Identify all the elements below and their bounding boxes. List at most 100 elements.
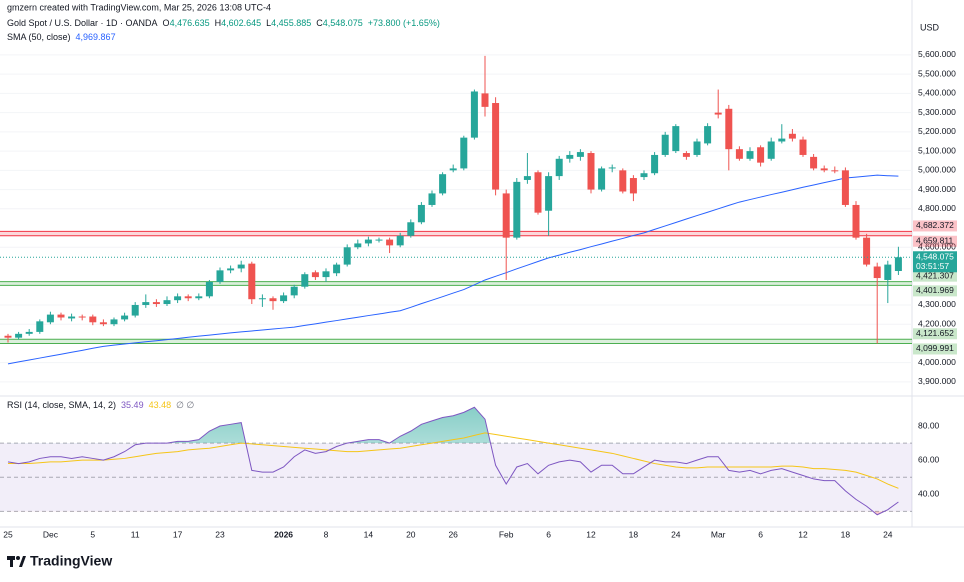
x-tick-label: 12	[586, 529, 596, 539]
level-label: 4,421.307	[916, 270, 954, 280]
candle-body	[481, 93, 489, 107]
sma-line	[7, 174, 899, 365]
y-tick-label: 4,200.000	[918, 318, 956, 328]
currency: USD	[920, 22, 940, 32]
x-tick-label: 2026	[274, 529, 293, 539]
candle-body	[301, 274, 309, 287]
candle-body	[152, 302, 160, 305]
candle-body	[311, 272, 319, 278]
candle-body	[640, 173, 648, 178]
candle-body	[386, 239, 394, 246]
candle-body	[714, 112, 722, 115]
x-tick-label: 17	[173, 529, 183, 539]
change: +73.800 (+1.65%)	[368, 18, 440, 28]
y-tick-label: 5,500.000	[918, 68, 956, 78]
x-tick-label: Dec	[43, 529, 59, 539]
level-zone	[0, 231, 912, 236]
candle-body	[672, 126, 680, 152]
candle-body	[545, 176, 553, 211]
level-zone	[0, 339, 912, 344]
x-tick-label: Mar	[711, 529, 726, 539]
x-tick-label: 6	[758, 529, 763, 539]
candle-body	[799, 139, 807, 155]
candle-body	[460, 137, 468, 169]
candle-body	[205, 281, 213, 297]
ohlc-key: C	[316, 18, 323, 28]
ohlc-key: O	[163, 18, 170, 28]
x-tick-label: 20	[406, 529, 416, 539]
level-label-box	[913, 285, 957, 297]
level-label-box	[913, 343, 957, 355]
level-label: 4,099.991	[916, 343, 954, 353]
candle-body	[25, 331, 33, 334]
x-tick-label: 18	[629, 529, 639, 539]
level-label-box	[913, 235, 957, 247]
level-label: 4,682.372	[916, 220, 954, 230]
candle-body	[163, 300, 171, 305]
candle-body	[184, 296, 192, 299]
candle-body	[99, 322, 107, 325]
candle-body	[884, 264, 892, 280]
symbol-title: Gold Spot / U.S. Dollar · 1D · OANDA	[7, 18, 158, 28]
candle-body	[746, 151, 754, 159]
rsi-tick-label: 40.00	[918, 489, 940, 499]
y-tick-label: 4,800.000	[918, 203, 956, 213]
level-label: 4,401.969	[916, 285, 954, 295]
rsi-sma-line	[8, 432, 899, 489]
main-pane	[0, 54, 912, 383]
y-tick-label: 5,000.000	[918, 165, 956, 175]
candle-body	[852, 204, 860, 238]
candle-body	[142, 302, 150, 305]
candle-body	[290, 286, 298, 296]
ohlc-value: 4,548.075	[323, 18, 363, 28]
rsi-overbought-fill	[8, 407, 899, 444]
x-tick-label: 11	[131, 529, 140, 539]
candle-body	[407, 222, 415, 236]
y-tick-label: 5,400.000	[918, 88, 956, 98]
x-tick-label: 26	[448, 529, 458, 539]
last-price-box	[913, 251, 957, 273]
y-tick-label: 5,100.000	[918, 145, 956, 155]
candle-body	[364, 239, 372, 244]
candle-body	[820, 168, 828, 171]
ohlc-key: H	[215, 18, 222, 28]
ohlc-value: 4,476.635	[170, 18, 210, 28]
level-zone	[0, 281, 912, 286]
legend-sma: SMA (50, close) 4,969.867	[7, 32, 116, 42]
level-label-box	[913, 220, 957, 232]
candle-body	[46, 314, 54, 323]
y-tick-label: 5,600.000	[918, 49, 956, 59]
candle-body	[333, 264, 341, 274]
candle-body	[375, 239, 383, 241]
candle-body	[4, 335, 12, 338]
x-tick-label: 14	[364, 529, 374, 539]
level-label-box	[913, 328, 957, 340]
candle-body	[36, 321, 44, 332]
candle-body	[534, 172, 542, 213]
x-tick-label: 24	[883, 529, 893, 539]
rsi-name: RSI (14, close, SMA, 14, 2)	[7, 400, 116, 410]
candle-body	[831, 170, 839, 172]
candle-body	[343, 247, 351, 265]
x-tick-label: 18	[841, 529, 851, 539]
candle-body	[863, 237, 871, 265]
candle-body	[566, 154, 574, 159]
x-tick-label: 5	[90, 529, 95, 539]
candle-body	[725, 108, 733, 150]
candle-body	[322, 271, 330, 278]
level-label: 4,659.811	[916, 236, 953, 246]
credit: gmzern created with TradingView.com, Mar…	[7, 2, 271, 12]
candle-body	[354, 243, 362, 248]
candle-body	[439, 174, 447, 194]
rsi-sma-value: 43.48	[149, 400, 172, 410]
y-tick-label: 4,000.000	[918, 357, 956, 367]
candle-body	[735, 149, 743, 159]
ohlc-value: 4,455.885	[271, 18, 311, 28]
candle-body	[661, 134, 669, 155]
x-tick-label: 6	[546, 529, 551, 539]
y-tick-label: 4,600.000	[918, 242, 956, 252]
candle-body	[778, 138, 786, 142]
rsi-line	[7, 406, 899, 516]
rsi-legend: RSI (14, close, SMA, 14, 2) 35.49 43.48 ∅ ∅	[7, 400, 194, 410]
